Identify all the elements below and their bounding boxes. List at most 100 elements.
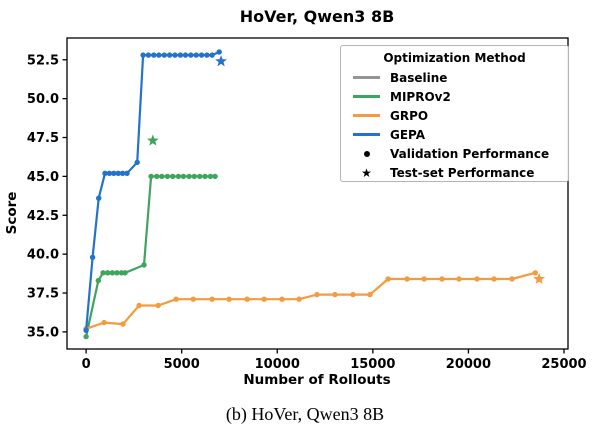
miprov2-validation-point [83, 333, 89, 340]
miprov2-validation-point [170, 173, 176, 180]
gepa-validation-point [89, 254, 96, 260]
miprov2-validation-point [100, 270, 106, 276]
gepa-validation-point [172, 52, 178, 58]
legend-item-grpo: GRPO [341, 106, 568, 125]
miprov2-validation-point [175, 173, 182, 180]
legend-item-label: GEPA [390, 127, 426, 142]
legend-item-miprov2: MIPROv2 [341, 87, 568, 106]
star-marker-icon: ★ [361, 165, 372, 180]
miprov2-validation-point [141, 262, 147, 268]
grpo-validation-point [120, 321, 126, 327]
gepa-validation-point [96, 195, 102, 201]
miprov2-validation-point [212, 173, 218, 180]
chart: HoVer, Qwen3 8B 0 5000 10000 15000 20000 2500… [4, 7, 587, 388]
grpo-validation-point [101, 319, 107, 326]
gepa-test-star [215, 55, 227, 67]
gepa-validation-point [124, 170, 130, 176]
gepa-validation-point [115, 170, 121, 176]
y-tick-label: 42.5 [27, 209, 59, 224]
grpo-validation-point [226, 296, 232, 302]
grpo-validation-point [244, 296, 250, 302]
legend-line-swatch [350, 133, 383, 136]
gepa-validation-point [198, 52, 205, 58]
gepa-validation-point [140, 52, 146, 58]
miprov2-validation-point [122, 270, 128, 276]
miprov2-validation-point [197, 173, 203, 180]
miprov2-validation-point [95, 277, 102, 284]
gepa-validation-point [204, 52, 210, 58]
y-tick-label: 50.0 [27, 92, 59, 107]
x-tick-label: 20000 [446, 357, 491, 372]
x-tick-label: 5000 [164, 357, 200, 372]
legend-item-label: Validation Performance [390, 146, 550, 161]
grpo-validation-point [404, 276, 410, 282]
grpo-validation-point [439, 276, 445, 282]
gepa-validation-point [156, 52, 162, 58]
legend-item-validation-performance: Validation Performance [341, 144, 568, 163]
grpo-validation-point [532, 270, 538, 276]
grpo-validation-point [421, 276, 427, 282]
miprov2-validation-point [164, 173, 171, 180]
legend-item-label: Test-set Performance [390, 165, 535, 180]
x-tick-label: 0 [82, 357, 91, 372]
legend-item-label: MIPROv2 [390, 89, 451, 104]
gepa-validation-point [193, 52, 199, 58]
gepa-validation-point [83, 327, 89, 333]
legend-item-baseline: Baseline [341, 68, 568, 87]
miprov2-validation-point [154, 173, 160, 180]
grpo-validation-point [491, 276, 497, 282]
axis-ticks: 0 5000 10000 15000 20000 25000 35.0 37.5 40.0 42.… [27, 53, 587, 372]
x-tick-label: 15000 [350, 357, 395, 372]
miprov2-validation-point [207, 173, 214, 180]
legend-item-label: Baseline [390, 70, 448, 85]
gepa-validation-point [151, 52, 157, 58]
legend-item-label: GRPO [390, 108, 429, 123]
legend-item-gepa: GEPA [341, 125, 568, 144]
gepa-validation-point [209, 52, 215, 58]
grpo-validation-point [385, 276, 391, 282]
grpo-validation-point [509, 276, 515, 282]
miprov2-validation-point [186, 173, 192, 180]
grpo-validation-point [367, 291, 373, 298]
grpo-validation-point [474, 276, 480, 282]
chart-title: HoVer, Qwen3 8B [240, 7, 395, 26]
grpo-validation-point [136, 302, 142, 309]
legend-line-swatch [350, 95, 383, 98]
grpo-validation-point [314, 291, 320, 298]
miprov2-validation-point [180, 173, 187, 180]
grpo-validation-point [190, 296, 196, 302]
miprov2-validation-point [109, 270, 116, 276]
y-tick-label: 37.5 [27, 287, 59, 302]
grpo-validation-point [456, 276, 462, 282]
gepa-validation-point [119, 170, 126, 176]
y-tick-label: 52.5 [27, 53, 59, 68]
grpo-validation-point [296, 296, 302, 302]
gepa-validation-point [216, 49, 222, 55]
data-series [83, 49, 546, 340]
x-axis-label: Number of Rollouts [243, 372, 390, 388]
miprov2-validation-point [148, 173, 154, 180]
dot-marker-icon [350, 150, 383, 157]
grpo-validation-point [173, 296, 179, 302]
x-tick-label: 25000 [541, 357, 586, 372]
y-tick-label: 47.5 [27, 131, 59, 146]
grpo-validation-point [332, 291, 338, 298]
gepa-validation-point [166, 52, 173, 58]
miprov2-validation-point [159, 173, 165, 180]
gepa-validation-point [145, 52, 152, 58]
gepa-line [85, 50, 220, 331]
grpo-validation-point [279, 296, 285, 302]
miprov2-validation-point [202, 173, 208, 180]
legend-line-swatch [350, 114, 383, 117]
gepa-validation-point [106, 170, 113, 176]
gepa-validation-point [111, 170, 117, 176]
gepa-validation-point [188, 52, 194, 58]
miprov2-test-star [146, 134, 159, 146]
legend-title: Optimization Method [383, 51, 526, 65]
grpo-validation-point [209, 296, 215, 302]
grpo-test-star [533, 272, 546, 285]
miprov2-validation-point [105, 270, 111, 276]
y-tick-label: 45.0 [27, 170, 59, 185]
legend: Optimization Method Baseline MIPROv2 GRPO G… [340, 45, 569, 182]
miprov2-line [85, 175, 216, 337]
